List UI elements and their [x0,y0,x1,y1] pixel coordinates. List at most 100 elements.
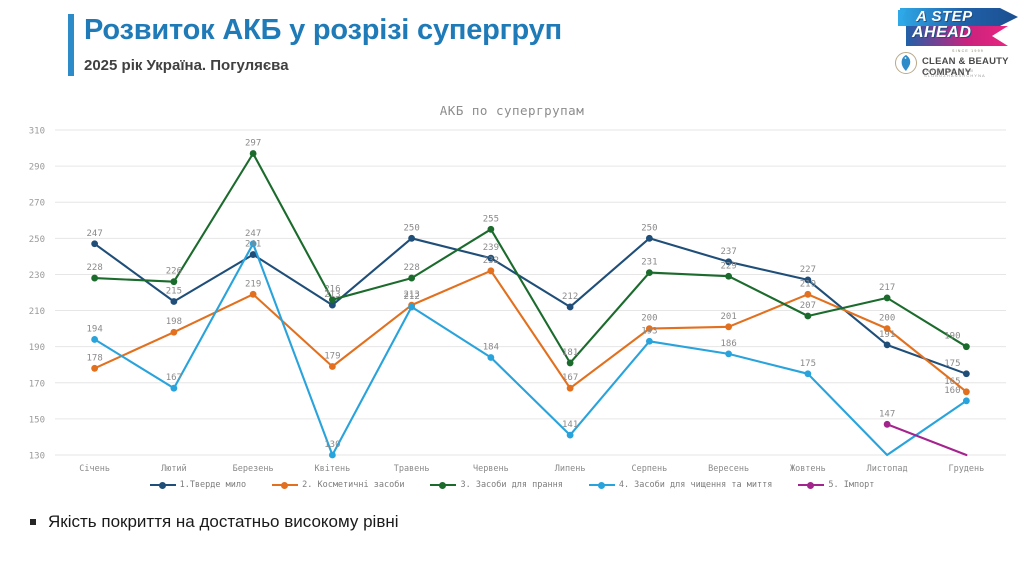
series-marker [249,251,257,258]
series-marker [962,370,970,378]
data-label: 219 [800,279,816,289]
data-label: 213 [324,290,340,300]
legend-entry-4[interactable]: 4. Засоби для чищення та миття [588,480,773,490]
data-label: 175 [944,359,960,369]
legend-swatch-dot [439,481,447,489]
legend-entry-1[interactable]: 1.Тверде мило [149,480,247,490]
logo-wordmark-ahead: AHEAD [912,24,972,41]
series-marker [91,364,99,372]
bullet-square-icon [30,519,36,525]
data-label: 247 [245,229,261,239]
series-marker [883,325,891,333]
series-marker [645,234,653,242]
x-axis-tick: Лютий [161,464,187,474]
series-marker [487,225,495,233]
series-marker [249,240,257,248]
data-label: 198 [166,317,182,327]
data-label: 184 [483,343,499,353]
series-marker [170,328,178,336]
series-marker [566,359,574,367]
footer-note-text: Якість покриття на достатньо високому рі… [48,512,399,531]
legend-swatch-icon [272,480,299,490]
legend-swatch-dot [597,481,605,489]
series-marker [725,323,733,331]
data-label: 167 [562,373,578,383]
legend-label: 4. Засоби для чищення та миття [618,480,773,490]
data-label: 207 [800,301,816,311]
data-label: 201 [720,312,736,322]
series-marker [487,267,495,275]
data-label: 190 [944,332,960,342]
data-label: 212 [562,292,578,302]
data-label: 219 [245,279,261,289]
y-axis-tick: 130 [29,452,45,462]
x-axis-tick: Червень [473,464,509,474]
x-axis-tick: Січень [79,464,110,474]
y-axis-tick: 150 [29,415,45,425]
data-label: 200 [641,314,657,324]
data-label: 250 [641,223,657,233]
series-marker [328,301,336,309]
legend-swatch-dot [807,481,815,489]
legend-label: 2. Косметичні засоби [302,480,405,490]
data-label: 186 [720,339,736,349]
line-chart: 130 150 170 190 210 230 250 270 290 310 Січень Лют… [29,127,1006,474]
footer-note: Якість покриття на достатньо високому рі… [30,512,399,532]
series-marker [91,240,99,248]
legend-entry-2[interactable]: 2. Косметичні засоби [272,480,404,490]
series-marker [170,384,178,392]
legend-swatch-icon [430,480,457,490]
series-marker [645,337,653,345]
series-marker [566,303,574,311]
data-label: 232 [483,256,499,266]
series-marker [408,234,416,242]
chart-title: АКБ по супергрупам [439,103,585,118]
y-axis-tick: 310 [29,127,45,137]
legend-entry-3[interactable]: 3. Засоби для прання [430,480,563,490]
brand-logo: A STEP AHEAD SINCE 1999 CLEAN & BEAUTY C… [890,2,1022,80]
data-label: 194 [86,324,102,334]
legend-label: 1.Тверде мило [179,480,247,490]
data-label: 250 [403,223,419,233]
series-marker [249,150,257,157]
data-label: 228 [403,263,419,273]
legend-entry-5[interactable]: 5. Імпорт [798,480,874,490]
legend-swatch-icon [149,480,176,490]
series-line-3 [93,152,968,364]
x-axis-tick: Квітень [314,464,350,474]
x-axis-tick: Листопад [867,464,908,474]
series-lines [91,150,970,459]
series-marker [725,350,733,358]
series-marker [725,258,733,266]
series-line-4 [93,242,968,457]
data-label: 217 [879,283,895,293]
series-marker [804,290,812,298]
x-axis-tick: Серпень [631,464,667,474]
series-marker [487,254,495,262]
legend-swatch-icon [588,480,615,490]
series-marker [328,363,336,370]
data-label: 130 [324,440,340,450]
data-label: 200 [879,314,895,324]
data-label: 212 [403,292,419,302]
data-label: 213 [403,290,419,300]
data-label: 239 [483,243,499,253]
series-marker [962,388,970,396]
series-marker [91,274,99,282]
series-marker [408,303,416,311]
data-label: 215 [166,287,182,297]
series-marker [883,341,891,349]
series-marker [962,397,970,405]
y-axis-ticks: 130 150 170 190 210 230 250 270 290 310 [29,127,45,462]
y-axis-tick: 290 [29,163,45,173]
page-subtitle: 2025 рік Україна. Погуляєва [84,57,289,74]
series-marker [408,274,416,282]
data-label: 227 [800,265,816,275]
data-point-labels: 247 215 241 213 250 239 212 250 237 227 191 175 178 1… [86,138,960,450]
y-axis-tick: 190 [29,343,45,353]
legend-swatch-dot [281,481,289,489]
series-marker [645,325,653,333]
data-label: 237 [720,247,736,257]
data-label: 141 [562,420,578,430]
data-label: 255 [483,214,499,224]
